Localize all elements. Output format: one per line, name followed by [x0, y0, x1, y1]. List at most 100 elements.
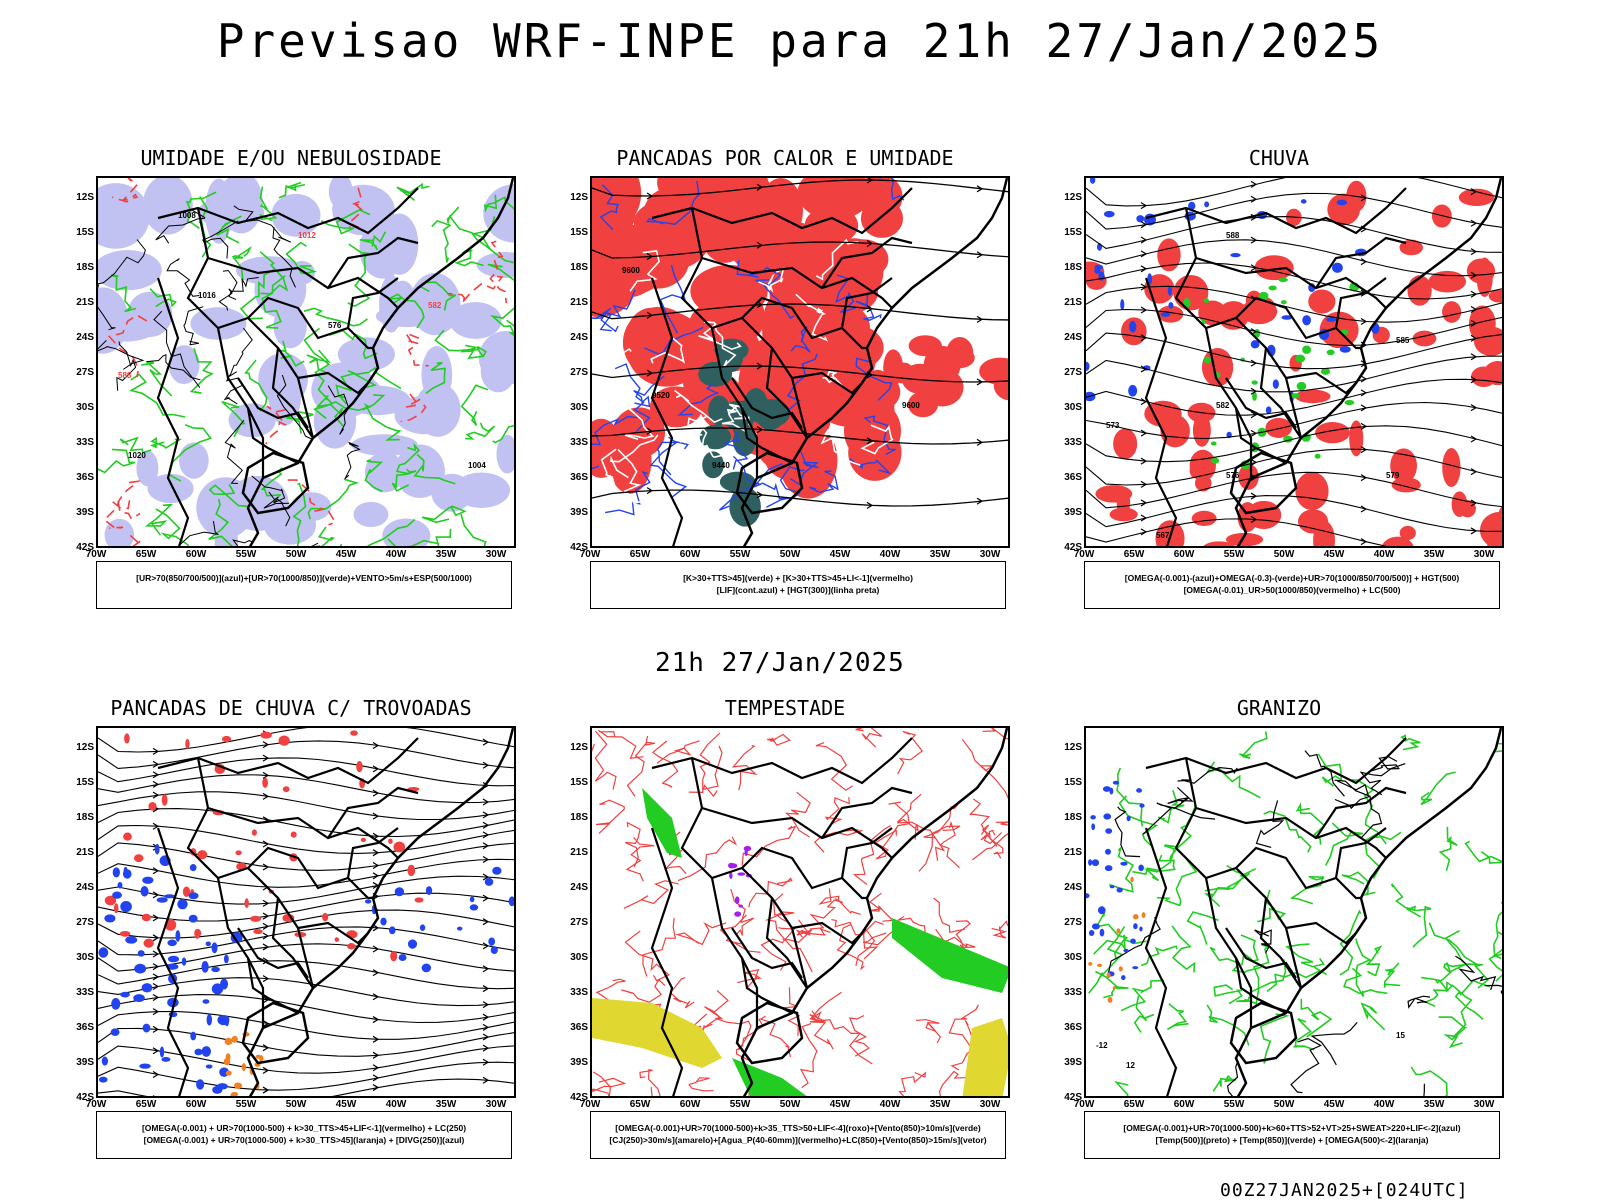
field-cell: [394, 887, 405, 897]
streamline: [98, 824, 514, 854]
streamline-arrow: [372, 1051, 380, 1059]
field-cell: [250, 915, 262, 922]
legend-line-2: [CJ(250)>30m/s](amarelo)+[Agua_P(40-60mm…: [609, 1135, 987, 1145]
field-cell: [1091, 859, 1100, 867]
panel-chuva: CHUVA 12S 15S 18S 21S 24S 27S 30S 33S 36S 39S 42S 7…: [1064, 146, 1504, 616]
lon-label: 30W: [485, 1099, 507, 1110]
streamlines: [98, 728, 514, 1096]
field-cell: [608, 426, 652, 494]
streamline-arrow: [1250, 359, 1258, 367]
lat-label: 12S: [570, 742, 588, 753]
contour-label: 1008: [178, 211, 196, 220]
contour-line: [1407, 995, 1431, 1009]
streamline-arrow: [482, 738, 490, 746]
lat-label: 36S: [1064, 1022, 1082, 1033]
field-cell: [743, 846, 752, 852]
streamline-arrow: [372, 1016, 380, 1024]
field-cell: [1168, 302, 1174, 309]
contour-line: [460, 384, 489, 426]
field-cell: [190, 1031, 197, 1041]
contour-line: [1142, 802, 1216, 835]
field-cell: [1238, 464, 1259, 490]
lon-label: 70W: [1073, 1099, 1095, 1110]
field-cell: [1157, 305, 1184, 323]
streamline-arrow: [1140, 499, 1148, 507]
field-cell: [729, 486, 761, 527]
contour-line: [261, 467, 283, 503]
contour-line: [938, 1070, 967, 1096]
streamline-arrow: [262, 922, 270, 930]
map-tempestade[interactable]: [590, 726, 1010, 1098]
contour-label: 588: [1226, 231, 1240, 240]
lon-label: 50W: [779, 549, 801, 560]
state-border: [186, 207, 315, 439]
map-chuva[interactable]: 588 585 582 579 576 573 567: [1084, 176, 1504, 548]
streamline: [98, 757, 514, 787]
streamline-arrow: [372, 765, 380, 773]
streamline-arrow: [756, 241, 764, 249]
uruguay-border: [241, 1001, 310, 1065]
field-cell: [175, 930, 181, 942]
contour-line: [460, 513, 487, 546]
state-border: [1225, 377, 1297, 429]
field-cell: [698, 190, 751, 263]
streamline-arrow: [1250, 492, 1258, 500]
map-umidade[interactable]: 1008 1012 1016 576 582 1020 1004 588: [96, 176, 516, 548]
contour-line: [400, 393, 427, 423]
streamline-arrow: [1360, 422, 1368, 430]
field-cell: [1258, 291, 1269, 301]
state-border: [216, 877, 265, 1028]
streamline-arrow: [372, 789, 380, 797]
field-cell: [1458, 188, 1495, 207]
field-cell: [1103, 813, 1112, 820]
panel-umidade: UMIDADE E/OU NEBULOSIDADE 12S 15S 18S 21S 24…: [76, 146, 516, 616]
contour-line: [1300, 998, 1333, 1038]
lon-label: 65W: [629, 549, 651, 560]
lat-label: 33S: [76, 987, 94, 998]
contour-line: [178, 521, 220, 546]
lat-label: 33S: [570, 987, 588, 998]
state-border: [791, 371, 863, 395]
field-cell: [123, 866, 128, 875]
field-cell: [398, 954, 407, 962]
field-cell: [797, 178, 872, 220]
field-cell: [734, 911, 742, 917]
map-pancadas-trovoadas[interactable]: [96, 726, 516, 1098]
lat-label: 15S: [1064, 777, 1082, 788]
contour-line: [435, 528, 452, 546]
contour-line: [208, 483, 250, 508]
lat-label: 21S: [1064, 297, 1082, 308]
streamline-arrow: [1250, 264, 1258, 272]
lon-label: 65W: [629, 1099, 651, 1110]
contour-line: [650, 336, 685, 364]
field-cell: [488, 937, 496, 946]
state-border: [1259, 897, 1302, 989]
streamline-arrow: [1470, 219, 1478, 227]
field-cell: [221, 735, 232, 743]
field-cell: [197, 850, 208, 860]
lat-label: 21S: [570, 297, 588, 308]
map-granizo[interactable]: -12 12 15: [1084, 726, 1504, 1098]
state-border: [1285, 921, 1357, 945]
legend-box: [UR>70(850/700/500)](azul)+[UR>70(1000/8…: [96, 561, 512, 609]
contour-line: [702, 745, 723, 798]
lon-label: 30W: [485, 549, 507, 560]
field-cell: [147, 473, 194, 504]
field-cell: [1252, 391, 1257, 401]
map-base: [650, 728, 1008, 1096]
field-cell: [161, 1056, 171, 1062]
coastline: [1234, 728, 1502, 1096]
streamline-arrow: [646, 311, 654, 319]
field-cell: [1290, 393, 1300, 399]
contour-line: [1114, 806, 1141, 858]
lat-label: 18S: [76, 262, 94, 273]
contour-label: 9600: [622, 266, 640, 275]
contour-line: [413, 453, 456, 485]
streamline: [98, 858, 514, 888]
legend-box: [OMEGA(-0.001)+UR>70(1000-500)+k>35_TTS>…: [590, 1111, 1006, 1159]
contour-line: [1095, 970, 1129, 999]
contour-line: [189, 348, 214, 394]
lat-lon-axes: 12S 15S 18S 21S 24S 27S 30S 33S 36S 39S 42S 70W 65W 6…: [570, 696, 1030, 1116]
streamline-arrow: [482, 918, 490, 926]
map-pancadas-calor[interactable]: 9600 9520 9440 9600: [590, 176, 1010, 548]
